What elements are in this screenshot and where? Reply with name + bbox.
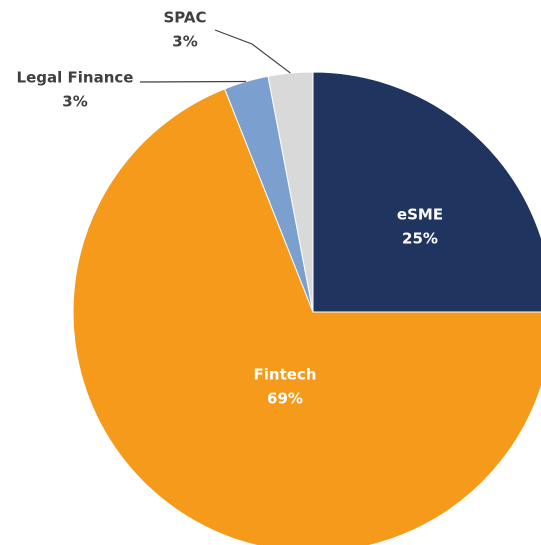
slice-value-label: 3% (172, 33, 197, 51)
slice-label: Fintech (254, 366, 317, 384)
slice-value-label: 3% (62, 93, 87, 111)
slice-value-label: 69% (267, 390, 303, 408)
slice-label: eSME (397, 206, 443, 224)
slice-value-label: 25% (402, 230, 438, 248)
slice-label: SPAC (163, 9, 206, 27)
slice-label: Legal Finance (17, 69, 134, 87)
pie-slice (312, 71, 541, 313)
leader-line (214, 29, 291, 74)
pie-slice (72, 88, 541, 545)
